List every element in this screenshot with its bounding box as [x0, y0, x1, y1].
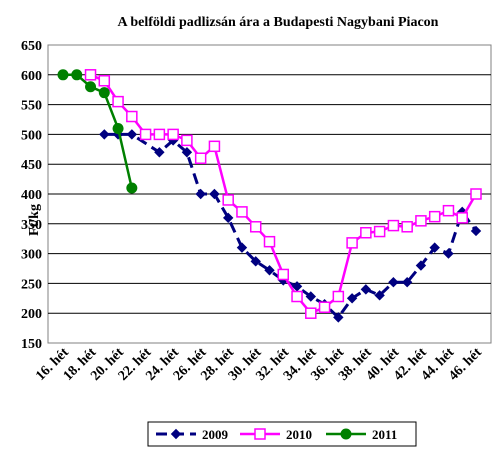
data-point-2010 — [194, 152, 207, 164]
data-point-2010 — [277, 268, 290, 281]
data-point-2011 — [71, 69, 83, 81]
data-point-2010 — [98, 75, 111, 87]
data-point-2010 — [387, 219, 400, 232]
y-tick-label: 650 — [21, 39, 42, 54]
data-point-2010 — [112, 95, 124, 108]
data-point-2010 — [401, 221, 413, 233]
data-point-2009 — [195, 188, 206, 200]
series-2010 — [84, 69, 482, 319]
legend-label-2010: 2010 — [286, 427, 312, 442]
data-point-2009 — [360, 284, 372, 295]
data-point-2009 — [126, 129, 138, 140]
y-tick-label: 150 — [21, 337, 42, 352]
y-tick-label: 250 — [21, 277, 42, 292]
data-point-2009 — [236, 242, 248, 253]
y-tick-label: 550 — [21, 99, 42, 114]
legend: 2009 2010 2011 — [147, 421, 417, 447]
data-point-2010 — [291, 290, 303, 303]
data-point-2010 — [222, 194, 234, 206]
data-point-2010 — [249, 221, 262, 233]
data-point-2009 — [333, 312, 344, 323]
data-point-2010 — [470, 188, 482, 200]
y-tick-label: 600 — [21, 69, 42, 84]
data-point-2011 — [57, 69, 69, 81]
data-point-2010 — [332, 290, 345, 303]
data-point-2010 — [428, 210, 441, 223]
y-axis-label: Ft/kg — [27, 204, 42, 236]
data-point-2011 — [112, 122, 124, 134]
data-point-2009 — [470, 225, 482, 237]
data-point-2010 — [373, 225, 386, 238]
data-point-2010 — [456, 212, 468, 224]
legend-marker-2011 — [340, 428, 352, 440]
y-tick-label: 500 — [21, 128, 42, 143]
data-point-2010 — [126, 110, 138, 123]
data-point-2010 — [415, 215, 427, 227]
grid-lines — [48, 74, 491, 314]
data-point-2010 — [263, 235, 276, 248]
data-point-2011 — [98, 87, 110, 99]
data-point-2009 — [305, 291, 317, 302]
data-point-2011 — [85, 81, 97, 93]
data-point-2010 — [236, 206, 248, 218]
y-tick-label: 450 — [21, 158, 42, 173]
chart-title: A belföldi padlizsán ára a Budapesti Nag… — [118, 15, 439, 30]
data-point-2009 — [209, 188, 220, 200]
data-point-2010 — [139, 128, 152, 141]
y-tick-label: 200 — [21, 307, 42, 322]
data-point-2010 — [360, 226, 372, 239]
data-point-2010 — [442, 204, 455, 217]
data-point-2009 — [415, 260, 427, 271]
series-2011 — [57, 69, 138, 194]
data-point-2009 — [388, 277, 399, 288]
data-point-2010 — [167, 128, 179, 141]
data-point-2009 — [181, 147, 193, 158]
legend-marker-2009 — [170, 428, 182, 440]
data-point-2010 — [84, 69, 97, 81]
data-point-2009 — [374, 290, 385, 301]
data-point-2009 — [401, 277, 413, 288]
data-point-2010 — [318, 301, 331, 313]
legend-marker-2010 — [254, 428, 266, 440]
data-point-2010 — [305, 307, 317, 319]
y-tick-label: 400 — [21, 188, 42, 203]
data-point-2009 — [429, 242, 440, 253]
data-point-2009 — [250, 256, 261, 267]
data-point-2009 — [154, 147, 165, 158]
data-point-2010 — [346, 237, 358, 249]
data-point-2011 — [126, 182, 138, 194]
data-point-2009 — [99, 129, 110, 140]
legend-label-2009: 2009 — [202, 427, 229, 442]
data-point-2010 — [181, 134, 193, 147]
series-group — [57, 69, 482, 323]
data-point-2009 — [264, 265, 275, 276]
y-tick-label: 350 — [21, 218, 42, 233]
data-point-2009 — [222, 212, 234, 224]
data-point-2010 — [208, 140, 221, 153]
legend-label-2011: 2011 — [372, 427, 397, 442]
data-point-2009 — [443, 248, 454, 259]
data-point-2010 — [153, 128, 166, 141]
y-axis: 150 200 250 300 350 400 450 500 550 600 650 — [21, 39, 42, 352]
data-point-2009 — [346, 293, 358, 304]
y-tick-label: 300 — [21, 248, 42, 263]
